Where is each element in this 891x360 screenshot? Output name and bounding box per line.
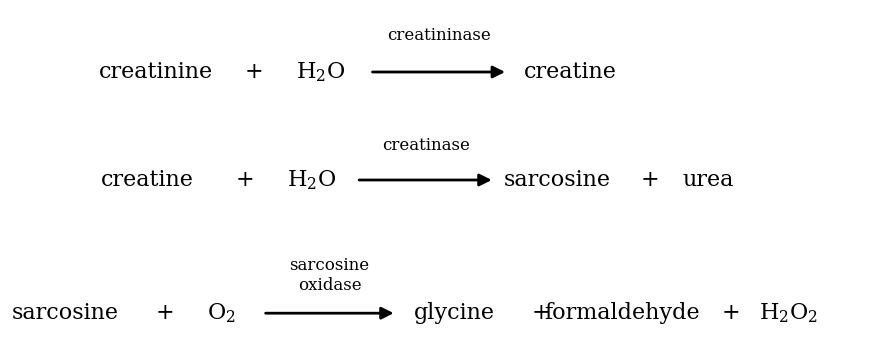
- Text: $\mathregular{H_2O}$: $\mathregular{H_2O}$: [296, 60, 346, 84]
- Text: creatinase: creatinase: [382, 137, 470, 154]
- Text: sarcosine: sarcosine: [290, 257, 370, 274]
- Text: creatine: creatine: [524, 61, 617, 83]
- Text: urea: urea: [683, 169, 734, 191]
- Text: $\mathregular{O_2}$: $\mathregular{O_2}$: [207, 301, 235, 325]
- Text: formaldehyde: formaldehyde: [544, 302, 699, 324]
- Text: +: +: [236, 169, 254, 191]
- Text: $\mathregular{H_2O}$: $\mathregular{H_2O}$: [287, 168, 337, 192]
- Text: creatinine: creatinine: [99, 61, 213, 83]
- Text: creatininase: creatininase: [388, 27, 491, 45]
- Text: glycine: glycine: [414, 302, 495, 324]
- Text: +: +: [642, 169, 659, 191]
- Text: creatine: creatine: [101, 169, 193, 191]
- Text: sarcosine: sarcosine: [503, 169, 610, 191]
- Text: +: +: [532, 302, 550, 324]
- Text: $\mathregular{H_2O_2}$: $\mathregular{H_2O_2}$: [759, 301, 818, 325]
- Text: oxidase: oxidase: [298, 277, 362, 294]
- Text: +: +: [245, 61, 263, 83]
- Text: +: +: [156, 302, 174, 324]
- Text: sarcosine: sarcosine: [12, 302, 119, 324]
- Text: +: +: [722, 302, 740, 324]
